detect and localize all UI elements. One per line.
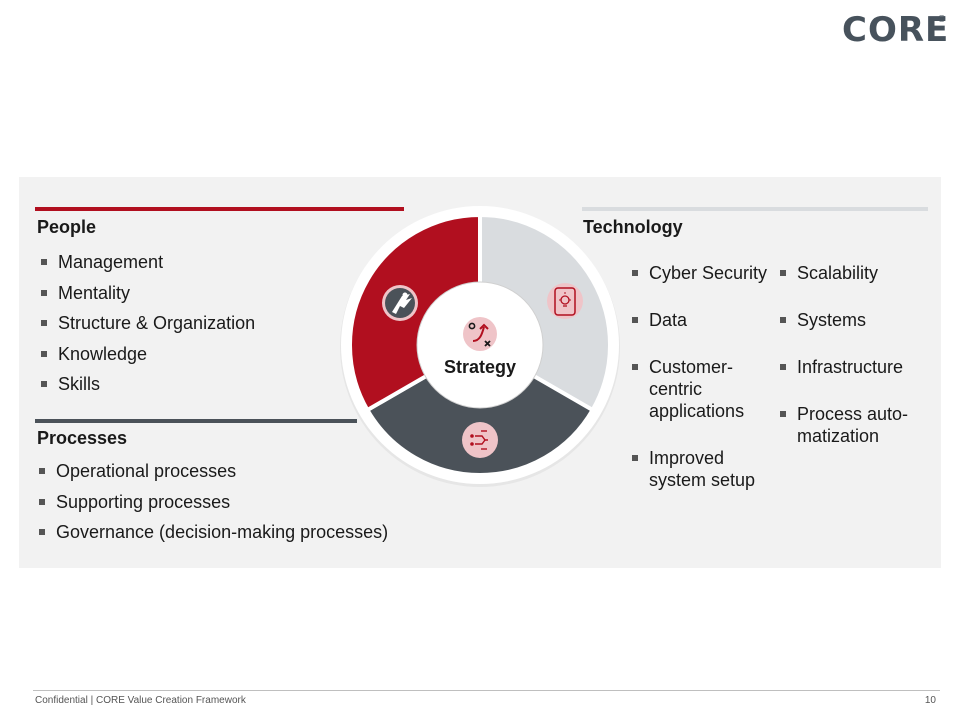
footer-divider bbox=[33, 690, 940, 691]
list-item: Operational processes bbox=[36, 460, 388, 491]
list-item: Mentality bbox=[38, 282, 255, 313]
list-item: Knowledge bbox=[38, 343, 255, 374]
strategy-path-icon bbox=[463, 317, 497, 351]
list-item: Structure & Organization bbox=[38, 312, 255, 343]
list-item: Data bbox=[629, 309, 767, 331]
lightbulb-tablet-icon bbox=[547, 283, 583, 319]
people-list: Management Mentality Structure & Organiz… bbox=[38, 251, 255, 404]
technology-list-1: Cyber Security Data Customer- centric ap… bbox=[629, 244, 767, 516]
technology-list-2: Scalability Systems Infrastructure Proce… bbox=[777, 244, 908, 472]
list-item: Systems bbox=[777, 309, 908, 331]
technology-divider bbox=[582, 207, 928, 211]
list-item: Scalability bbox=[777, 262, 908, 284]
footer-text: Confidential | CORE Value Creation Frame… bbox=[35, 695, 246, 706]
list-item: Skills bbox=[38, 373, 255, 404]
page-number: 10 bbox=[924, 695, 936, 706]
processes-list: Operational processes Supporting process… bbox=[36, 460, 388, 552]
core-logo: CORE bbox=[842, 10, 950, 50]
strategy-label: Strategy bbox=[443, 357, 517, 377]
people-title: People bbox=[37, 217, 97, 237]
list-item: Customer- centric applications bbox=[629, 356, 767, 422]
list-item: Infrastructure bbox=[777, 356, 908, 378]
technology-title: Technology bbox=[583, 217, 683, 237]
people-divider bbox=[35, 207, 404, 211]
superhero-icon bbox=[382, 285, 418, 321]
processes-divider bbox=[35, 419, 357, 423]
registered-mark: ® bbox=[938, 14, 946, 25]
processes-segment bbox=[364, 342, 596, 477]
list-item: Supporting processes bbox=[36, 491, 388, 522]
list-item: Governance (decision-making processes) bbox=[36, 521, 388, 552]
list-item: Improved system setup bbox=[629, 447, 767, 491]
list-item: Management bbox=[38, 251, 255, 282]
processes-title: Processes bbox=[37, 428, 128, 448]
process-flow-icon bbox=[462, 422, 498, 458]
list-item: Process auto- matization bbox=[777, 403, 908, 447]
list-item: Cyber Security bbox=[629, 262, 767, 284]
strategy-wheel bbox=[340, 206, 620, 487]
